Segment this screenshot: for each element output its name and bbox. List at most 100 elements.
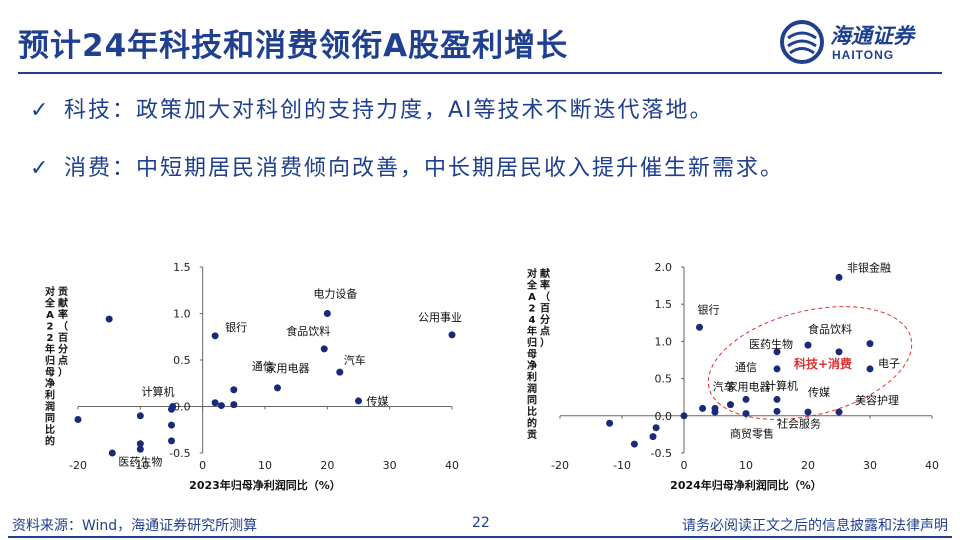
data-label: 医药生物 [749, 337, 793, 351]
data-point [652, 424, 660, 432]
data-point [136, 412, 144, 420]
y-axis-title-char: 2 [47, 333, 54, 344]
x-tick-label: 20 [320, 459, 334, 472]
x-tick-label: -10 [131, 459, 149, 472]
footer-disclaimer: 请务必阅读正文之后的信息披露和法律声明 [682, 518, 948, 534]
x-tick-label: -20 [69, 459, 87, 472]
y-tick-label: 1.5 [173, 261, 191, 274]
y-axis-title-char: 同 [527, 395, 537, 407]
data-label: 非银金融 [847, 260, 891, 274]
y-axis-title-char: 对 [45, 285, 55, 298]
y-axis-title-char: 母 [527, 349, 537, 361]
data-point [74, 416, 82, 424]
data-label: 食品饮料 [808, 322, 852, 336]
x-axis-title: 2024年归母净利润同比（%） [670, 478, 822, 492]
data-label: 计算机 [142, 384, 175, 398]
y-axis-title-char: 百 [58, 332, 68, 344]
data-point [168, 421, 175, 429]
x-tick-label: 30 [863, 459, 877, 472]
scatter-chart-2024: -20 -10 0 10 20 30 40 -0.5 0.0 0.5 1.0 1.5 2.0 2024年归… [526, 260, 939, 492]
x-axis-title: 2023年归母净利润同比（%） [189, 478, 341, 492]
logo-text-en: HAITONG [832, 48, 895, 62]
bullet-text: 科技：政策加大对科创的支持力度，AI等技术不断迭代落地。 [64, 98, 714, 123]
x-tick-label: 0 [199, 459, 206, 472]
y-axis-title-char: 献 [540, 267, 550, 280]
y-axis-title-char: 润 [45, 400, 55, 413]
data-point [230, 386, 238, 394]
data-point [773, 365, 781, 373]
scatter-chart-2023: -20 -10 0 10 20 30 40 -0.5 0.0 0.5 1.0 1.5 2023年归母净利… [44, 261, 462, 492]
data-point [727, 401, 734, 409]
data-label: 通信 [252, 360, 274, 373]
data-point [108, 449, 116, 457]
data-point [211, 399, 219, 407]
y-axis-title-column: 贡献率（百分点） [58, 286, 68, 379]
highlight-ellipse [707, 306, 913, 420]
data-point [649, 433, 657, 441]
y-axis-title-char: 净 [45, 377, 55, 390]
y-axis-title-char: 利 [527, 371, 537, 384]
data-point [742, 410, 750, 418]
x-tick-label: 10 [739, 459, 753, 472]
bullet-text: 消费：中短期居民消费倾向改善，中长期居民收入提升催生新需求。 [64, 156, 785, 181]
bullet-consumption: ✓ 消费：中短期居民消费倾向改善，中长期居民收入提升催生新需求。 [30, 150, 784, 182]
y-axis-title-char: 全 [44, 297, 56, 310]
data-point [866, 340, 874, 348]
data-label: 银行 [225, 320, 247, 334]
footer-divider [8, 536, 952, 538]
y-axis-title-char: 贡 [58, 286, 68, 298]
data-point [136, 445, 144, 453]
data-label: 汽车 [713, 379, 735, 393]
y-axis-title-char: （ [540, 290, 550, 303]
data-point [696, 323, 703, 331]
x-tick-label: 20 [801, 459, 815, 472]
data-label: 医药生物 [118, 454, 162, 468]
data-label: 计算机 [765, 378, 798, 392]
data-point [217, 402, 225, 410]
data-point [355, 397, 362, 405]
y-axis-title-char: 润 [527, 382, 537, 395]
data-point [320, 345, 328, 353]
data-point [168, 437, 175, 445]
x-tick-label: 10 [258, 459, 272, 472]
data-label: 传媒 [808, 386, 830, 399]
data-point [742, 395, 750, 403]
y-axis-title-char: 2 [47, 322, 54, 333]
data-point [169, 403, 177, 410]
x-tick-label: 30 [383, 459, 397, 472]
x-tick-label: -20 [551, 459, 569, 472]
y-axis-title-char: 比 [45, 423, 55, 436]
y-axis-title-char: 利 [45, 389, 55, 402]
y-axis-title-char: 年 [45, 343, 55, 356]
data-label: 商贸零售 [730, 427, 774, 441]
data-point [773, 348, 781, 356]
y-axis-title-char: A [46, 310, 54, 321]
y-tick-label: -0.5 [169, 447, 190, 460]
checkmark-icon: ✓ [30, 156, 51, 181]
data-point [866, 365, 874, 373]
y-axis-title-char: 百 [540, 303, 550, 315]
data-point [336, 368, 344, 376]
data-label: 传媒 [367, 395, 389, 408]
data-label: 社会服务 [777, 416, 821, 430]
data-point [680, 412, 688, 420]
data-point [211, 332, 219, 340]
y-axis-title-char: 的 [527, 417, 537, 430]
x-tick-label: 40 [925, 459, 939, 472]
y-axis-title-column: 对全 A 2 2 年归母净利润同比的 [44, 285, 56, 448]
y-axis-title-char: 点 [58, 354, 68, 367]
data-point [323, 310, 331, 317]
data-point [835, 273, 843, 281]
footer-page-number: 22 [472, 515, 490, 531]
header-divider [18, 72, 942, 74]
data-label: 电子 [878, 357, 900, 370]
bullet-tech: ✓ 科技：政策加大对科创的支持力度，AI等技术不断迭代落地。 [30, 92, 714, 124]
data-label: 家用电器 [265, 361, 309, 375]
data-label: 家用电器 [727, 380, 771, 394]
y-tick-label: 1.5 [655, 298, 673, 311]
data-point [804, 408, 812, 416]
y-axis-title-char: 贡 [527, 429, 537, 441]
data-label: 银行 [698, 302, 720, 316]
